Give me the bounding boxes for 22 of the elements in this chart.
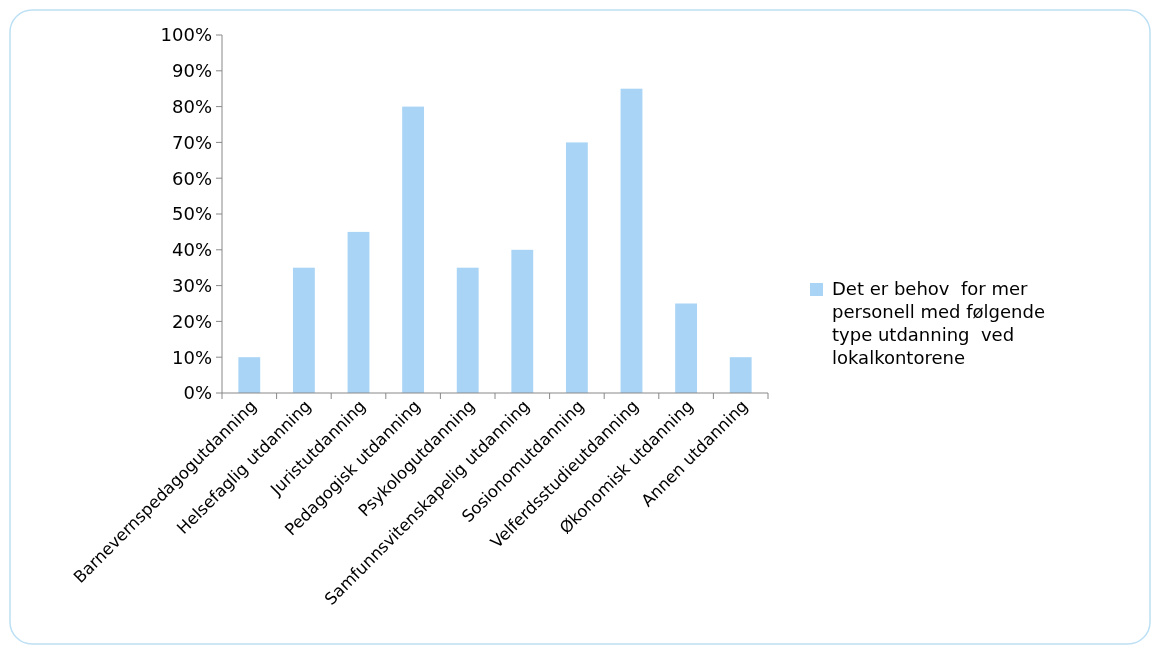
y-tick-label: 50%	[171, 203, 212, 225]
y-tick-label: 70%	[171, 131, 212, 153]
y-tick-label: 80%	[171, 95, 212, 117]
bar	[511, 249, 534, 393]
bar	[238, 357, 261, 393]
bar	[675, 303, 698, 393]
y-tick-label: 10%	[171, 346, 212, 368]
y-tick-label: 60%	[171, 167, 212, 189]
y-tick-label: 40%	[171, 239, 212, 261]
bar	[456, 267, 479, 393]
y-tick-label: 100%	[160, 24, 212, 46]
bar	[620, 88, 643, 393]
bar	[347, 231, 370, 393]
y-tick-label: 30%	[171, 274, 212, 296]
y-tick-label: 20%	[171, 310, 212, 332]
bar	[729, 357, 752, 393]
bar	[565, 142, 588, 393]
bar	[292, 267, 315, 393]
bar	[402, 106, 425, 393]
legend-label: Det er behov for mer personell med følgende type utdanning ved lokalkontorene	[832, 278, 1046, 368]
y-tick-label: 90%	[171, 60, 212, 82]
y-tick-label: 0%	[183, 382, 212, 404]
